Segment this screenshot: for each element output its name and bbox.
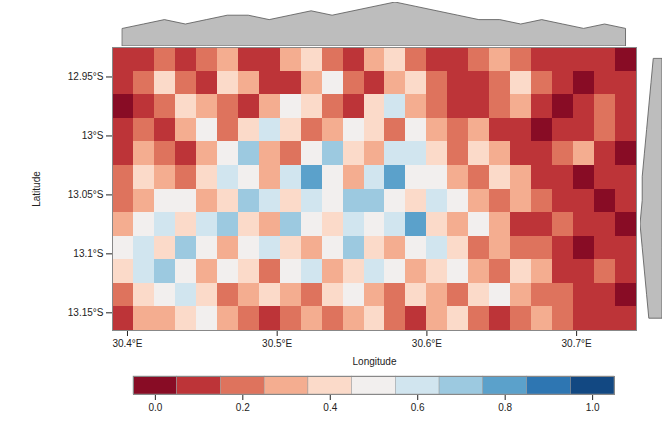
svg-text:0.6: 0.6: [411, 402, 425, 413]
svg-text:30.4°E: 30.4°E: [112, 338, 142, 349]
svg-text:0.4: 0.4: [323, 402, 337, 413]
svg-text:30.6°E: 30.6°E: [412, 338, 442, 349]
svg-text:Longitude: Longitude: [353, 356, 397, 367]
svg-text:13.05°S: 13.05°S: [68, 189, 104, 200]
svg-text:0.2: 0.2: [236, 402, 250, 413]
svg-text:0.0: 0.0: [148, 402, 162, 413]
svg-text:12.95°S: 12.95°S: [68, 71, 104, 82]
svg-text:30.5°E: 30.5°E: [262, 338, 292, 349]
svg-text:30.7°E: 30.7°E: [562, 338, 592, 349]
svg-text:13.15°S: 13.15°S: [68, 307, 104, 318]
svg-text:Latitude: Latitude: [31, 171, 42, 207]
svg-text:1.0: 1.0: [586, 402, 600, 413]
svg-text:0.8: 0.8: [498, 402, 512, 413]
svg-text:13°S: 13°S: [82, 130, 104, 141]
svg-text:13.1°S: 13.1°S: [73, 248, 103, 259]
